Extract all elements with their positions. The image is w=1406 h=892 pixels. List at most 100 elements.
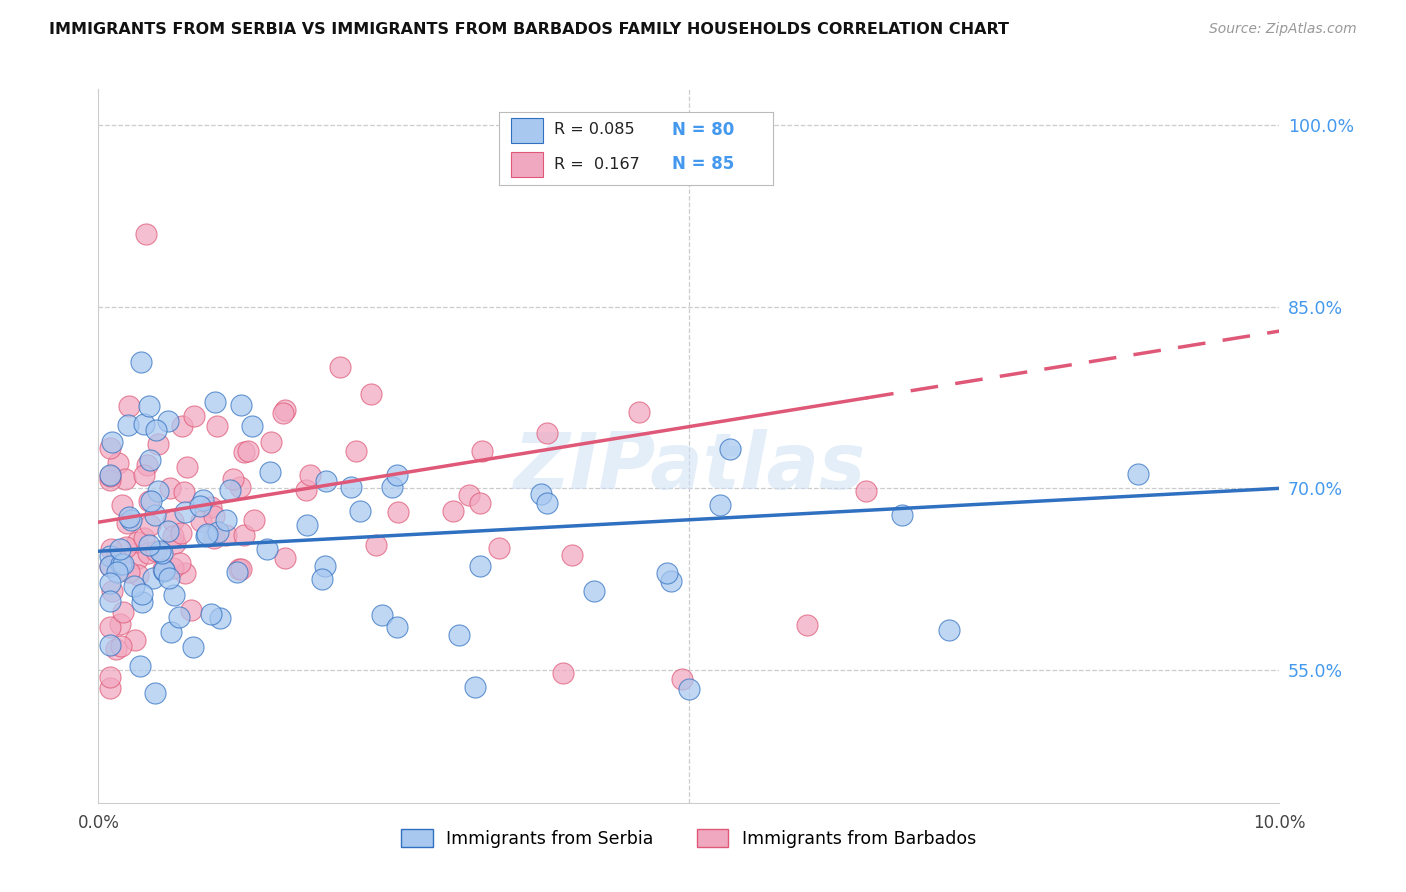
Text: N = 85: N = 85 (672, 155, 734, 173)
Point (468, 496, 491, 510)
Point (561, 548, 583, 562)
Point (98, 576, 121, 591)
Point (98, 442, 121, 456)
Point (162, 515, 184, 529)
Point (231, 398, 253, 412)
Point (162, 529, 184, 543)
Point (295, 517, 318, 532)
Point (120, 513, 142, 527)
Point (98, 638, 121, 652)
Legend: Immigrants from Serbia, Immigrants from Barbados: Immigrants from Serbia, Immigrants from … (394, 822, 984, 855)
Point (108, 541, 131, 556)
Point (381, 480, 404, 494)
Point (183, 409, 205, 423)
Point (153, 563, 176, 577)
Point (98, 549, 121, 564)
Point (98, 681, 121, 695)
Point (207, 524, 229, 539)
FancyBboxPatch shape (512, 118, 543, 143)
Point (194, 529, 217, 543)
Point (112, 557, 135, 571)
Point (114, 472, 136, 486)
Point (98, 558, 121, 573)
Point (231, 562, 253, 576)
Point (132, 417, 155, 431)
Point (112, 605, 135, 619)
Point (344, 444, 367, 458)
Point (370, 608, 392, 623)
Point (157, 524, 180, 539)
Point (208, 610, 231, 624)
Point (457, 487, 479, 501)
Point (142, 571, 165, 585)
Point (145, 544, 167, 558)
Point (1126, 467, 1149, 482)
Point (441, 504, 464, 518)
Point (315, 474, 337, 488)
Point (259, 465, 281, 479)
Point (100, 541, 122, 556)
Point (188, 499, 211, 513)
Point (107, 456, 129, 470)
Point (796, 618, 818, 632)
Point (135, 227, 157, 242)
Point (146, 437, 169, 451)
Point (191, 493, 214, 508)
Point (295, 483, 318, 497)
Point (890, 508, 912, 523)
Point (228, 480, 250, 494)
Point (118, 510, 141, 524)
Point (222, 471, 245, 485)
Text: Source: ZipAtlas.com: Source: ZipAtlas.com (1209, 22, 1357, 37)
Point (100, 584, 122, 599)
Point (139, 493, 162, 508)
Point (131, 587, 153, 601)
Point (298, 467, 321, 482)
Point (385, 620, 408, 634)
Point (98, 469, 121, 483)
Point (314, 558, 336, 573)
Point (180, 603, 202, 617)
Point (174, 566, 197, 581)
Point (360, 386, 382, 401)
Point (311, 572, 333, 586)
Point (115, 540, 138, 554)
Point (488, 541, 510, 555)
Point (678, 682, 700, 697)
Point (163, 536, 186, 550)
Point (136, 458, 159, 473)
Point (172, 419, 194, 434)
Point (364, 538, 387, 552)
Point (551, 665, 574, 680)
Point (205, 418, 228, 433)
Point (110, 616, 132, 631)
Point (118, 565, 141, 579)
Point (125, 534, 148, 549)
Point (138, 493, 160, 508)
Point (200, 607, 222, 622)
Point (128, 658, 150, 673)
Point (149, 544, 172, 558)
Point (271, 406, 294, 420)
Point (204, 394, 226, 409)
Point (118, 399, 141, 413)
Point (117, 417, 139, 432)
Point (176, 459, 198, 474)
Point (98, 473, 121, 487)
Point (468, 558, 491, 573)
Point (162, 588, 184, 602)
Point (145, 423, 167, 437)
Point (127, 550, 149, 565)
Point (132, 467, 155, 482)
Point (160, 625, 183, 640)
Point (173, 485, 195, 500)
Point (131, 355, 153, 369)
Point (169, 556, 191, 570)
Point (232, 528, 254, 542)
Point (136, 546, 159, 560)
Point (200, 500, 222, 514)
Point (202, 509, 225, 524)
Point (138, 517, 160, 532)
Point (110, 639, 132, 653)
Point (138, 538, 160, 552)
